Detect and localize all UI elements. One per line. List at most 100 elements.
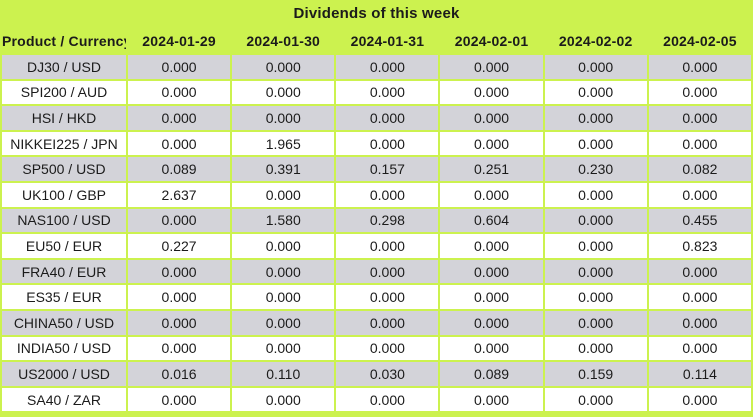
dividend-value-cell: 0.157 xyxy=(336,157,439,181)
dividend-value-cell: 0.000 xyxy=(232,106,335,130)
dividend-value-cell: 0.000 xyxy=(648,55,751,79)
product-currency-cell: DJ30 / USD xyxy=(2,55,126,79)
table-row: NIKKEI225 / JPN 0.000 1.965 0.000 0.000 0.000… xyxy=(2,131,751,156)
dividend-value-cell: 0.159 xyxy=(544,362,647,386)
dividend-value-cell: 0.000 xyxy=(232,182,335,207)
date-column-header: 2024-02-02 xyxy=(558,33,633,49)
dividend-value-cell: 0.000 xyxy=(648,80,751,105)
table-row: UK100 / GBP 2.637 0.000 0.000 0.000 0.000 0.00… xyxy=(2,182,751,207)
dividend-value-cell: 0.000 xyxy=(544,55,647,79)
dividend-value-cell: 0.000 xyxy=(336,182,439,207)
date-column-header: 2024-02-01 xyxy=(454,33,529,49)
dividend-value-cell: 0.000 xyxy=(440,106,543,130)
dividend-value-cell: 0.000 xyxy=(440,55,543,79)
dividend-value-cell: 0.000 xyxy=(232,285,335,309)
table-row: FRA40 / EUR 0.000 0.000 0.000 0.000 0.000 0.00… xyxy=(2,259,751,284)
dividend-value-cell: 0.000 xyxy=(232,387,335,412)
dividend-value-cell: 0.000 xyxy=(544,80,647,105)
dividend-value-cell: 0.000 xyxy=(544,234,647,258)
dividends-table: Product / Currency 2024-01-29 2024-01-30 2… xyxy=(0,27,753,413)
dividend-value-cell: 0.000 xyxy=(128,106,231,130)
table-row: SA40 / ZAR 0.000 0.000 0.000 0.000 0.000 0.000 xyxy=(2,387,751,412)
dividend-value-cell: 0.000 xyxy=(336,336,439,361)
dividend-value-cell: 0.000 xyxy=(336,234,439,258)
table-row: ES35 / EUR 0.000 0.000 0.000 0.000 0.000 0.000 xyxy=(2,285,751,309)
dividend-value-cell: 1.580 xyxy=(232,208,335,233)
table-body: DJ30 / USD 0.000 0.000 0.000 0.000 0.000 0.000… xyxy=(2,55,751,412)
dividend-value-cell: 0.000 xyxy=(128,285,231,309)
product-currency-cell: ES35 / EUR xyxy=(2,285,126,309)
dividend-value-cell: 0.000 xyxy=(128,131,231,156)
table-row: US2000 / USD 0.016 0.110 0.030 0.089 0.159 0.1… xyxy=(2,362,751,386)
dividend-value-cell: 0.000 xyxy=(544,182,647,207)
dividend-value-cell: 0.000 xyxy=(232,310,335,335)
dividend-value-cell: 0.000 xyxy=(232,336,335,361)
table-row: DJ30 / USD 0.000 0.000 0.000 0.000 0.000 0.000 xyxy=(2,55,751,79)
dividend-value-cell: 2.637 xyxy=(128,182,231,207)
product-currency-header: Product / Currency xyxy=(2,33,126,49)
dividend-value-cell: 0.000 xyxy=(648,310,751,335)
dividend-value-cell: 0.000 xyxy=(440,182,543,207)
dividend-value-cell: 0.089 xyxy=(128,157,231,181)
dividend-value-cell: 0.251 xyxy=(440,157,543,181)
dividend-value-cell: 0.000 xyxy=(128,208,231,233)
dividend-value-cell: 0.000 xyxy=(336,387,439,412)
dividend-value-cell: 0.000 xyxy=(544,310,647,335)
dividend-value-cell: 0.000 xyxy=(544,285,647,309)
dividend-value-cell: 0.000 xyxy=(336,106,439,130)
product-currency-cell: SP500 / USD xyxy=(2,157,126,181)
product-currency-cell: INDIA50 / USD xyxy=(2,336,126,361)
product-currency-cell: US2000 / USD xyxy=(2,362,126,386)
dividend-value-cell: 0.000 xyxy=(440,234,543,258)
dividend-value-cell: 0.110 xyxy=(232,362,335,386)
date-column-header: 2024-01-29 xyxy=(142,33,216,49)
dividend-value-cell: 0.000 xyxy=(440,387,543,412)
table-row: EU50 / EUR 0.227 0.000 0.000 0.000 0.000 0.823 xyxy=(2,234,751,258)
dividend-value-cell: 0.000 xyxy=(232,80,335,105)
dividend-value-cell: 0.000 xyxy=(544,106,647,130)
dividend-value-cell: 0.000 xyxy=(544,131,647,156)
date-column-header: 2024-01-30 xyxy=(246,33,321,49)
product-currency-cell: HSI / HKD xyxy=(2,106,126,130)
table-row: SP500 / USD 0.089 0.391 0.157 0.251 0.230 0.08… xyxy=(2,157,751,181)
dividend-value-cell: 0.082 xyxy=(648,157,751,181)
dividend-value-cell: 0.000 xyxy=(648,387,751,412)
dividend-value-cell: 0.000 xyxy=(128,259,231,284)
dividend-value-cell: 0.000 xyxy=(128,55,231,79)
dividend-value-cell: 0.000 xyxy=(648,336,751,361)
dividend-value-cell: 0.000 xyxy=(128,310,231,335)
product-currency-cell: SPI200 / AUD xyxy=(2,80,126,105)
dividend-value-cell: 0.000 xyxy=(440,131,543,156)
dividend-value-cell: 0.604 xyxy=(440,208,543,233)
page-title: Dividends of this week xyxy=(293,5,460,22)
header-row: Product / Currency 2024-01-29 2024-01-30 2… xyxy=(2,29,751,53)
date-column-header: 2024-01-31 xyxy=(350,33,425,49)
dividend-value-cell: 0.000 xyxy=(440,80,543,105)
dividend-value-cell: 0.030 xyxy=(336,362,439,386)
product-currency-cell: SA40 / ZAR xyxy=(2,387,126,412)
dividend-value-cell: 0.000 xyxy=(336,259,439,284)
dividend-value-cell: 0.000 xyxy=(232,259,335,284)
table-row: INDIA50 / USD 0.000 0.000 0.000 0.000 0.000 0.… xyxy=(2,336,751,361)
table-row: HSI / HKD 0.000 0.000 0.000 0.000 0.000 0.000 xyxy=(2,106,751,130)
dividend-value-cell: 0.000 xyxy=(440,259,543,284)
dividend-value-cell: 0.000 xyxy=(648,131,751,156)
dividend-value-cell: 0.000 xyxy=(544,259,647,284)
dividend-value-cell: 0.000 xyxy=(648,285,751,309)
dividend-value-cell: 0.000 xyxy=(336,285,439,309)
dividend-value-cell: 0.000 xyxy=(648,106,751,130)
dividend-value-cell: 0.000 xyxy=(128,336,231,361)
dividend-value-cell: 0.000 xyxy=(648,259,751,284)
dividend-value-cell: 0.000 xyxy=(128,80,231,105)
dividend-value-cell: 0.000 xyxy=(544,336,647,361)
dividend-value-cell: 0.298 xyxy=(336,208,439,233)
dividend-value-cell: 0.000 xyxy=(128,387,231,412)
product-currency-cell: CHINA50 / USD xyxy=(2,310,126,335)
dividend-value-cell: 1.965 xyxy=(232,131,335,156)
dividend-value-cell: 0.000 xyxy=(648,182,751,207)
dividend-value-cell: 0.000 xyxy=(440,336,543,361)
product-currency-cell: EU50 / EUR xyxy=(2,234,126,258)
dividend-value-cell: 0.114 xyxy=(648,362,751,386)
product-currency-cell: NIKKEI225 / JPN xyxy=(2,131,126,156)
